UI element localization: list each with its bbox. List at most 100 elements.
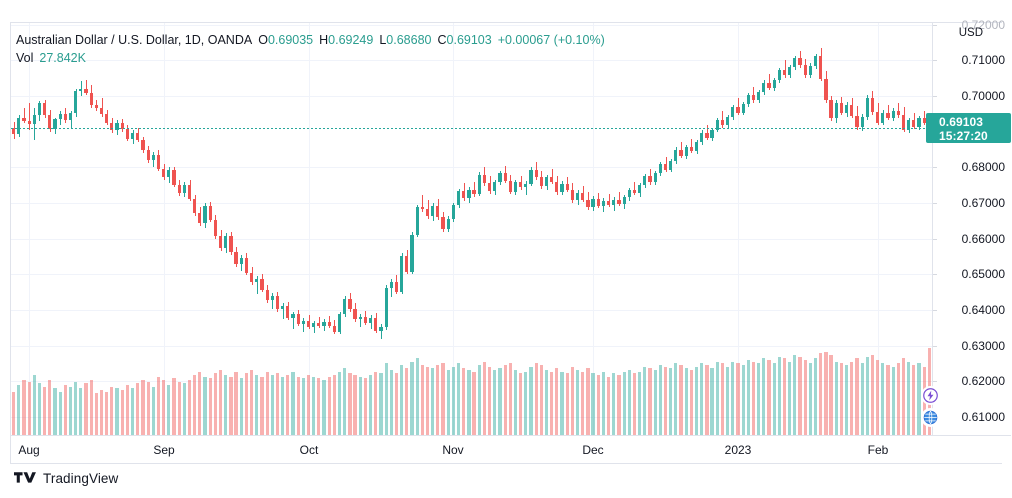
volume-bar bbox=[715, 361, 719, 435]
time-axis[interactable]: Aug Sep Oct Nov Dec 2023 Feb bbox=[11, 435, 1011, 463]
candle-body bbox=[37, 102, 42, 115]
price-axis[interactable]: USD 0.72000 0.71000 0.70000 0.68000 0.67000 0… bbox=[926, 18, 1011, 435]
grid-line-vertical bbox=[738, 23, 739, 435]
candle-body bbox=[120, 122, 124, 129]
volume-bar bbox=[239, 378, 243, 435]
candle-body bbox=[136, 132, 140, 141]
volume-bar bbox=[208, 378, 212, 435]
candle-wick bbox=[81, 81, 82, 97]
candle-body bbox=[917, 118, 921, 127]
candle-body bbox=[653, 173, 657, 183]
tradingview-mark-icon bbox=[14, 471, 36, 483]
candle-body bbox=[834, 103, 838, 119]
volume-bar bbox=[762, 358, 766, 435]
volume-bar bbox=[612, 373, 616, 435]
candle-body bbox=[870, 98, 875, 112]
candle-wick bbox=[283, 303, 284, 319]
candle-body bbox=[451, 205, 455, 219]
current-price-countdown: 15:27:20 bbox=[939, 129, 988, 144]
price-axis-tick bbox=[933, 345, 937, 347]
volume-bar bbox=[363, 378, 368, 435]
volume-bar bbox=[467, 369, 471, 435]
volume-bar bbox=[462, 368, 466, 435]
candle-body bbox=[726, 116, 730, 126]
volume-bar bbox=[394, 373, 399, 435]
volume-bar bbox=[193, 374, 197, 435]
candle-body bbox=[58, 113, 62, 119]
volume-bar bbox=[694, 366, 699, 435]
volume-bar bbox=[544, 369, 549, 435]
candle-body bbox=[524, 183, 528, 188]
volume-bar bbox=[772, 363, 776, 435]
globe-badge-icon[interactable] bbox=[921, 408, 940, 427]
candle-body bbox=[446, 218, 450, 229]
candle-body bbox=[891, 111, 895, 119]
chart-pane[interactable] bbox=[11, 23, 932, 435]
volume-bar bbox=[575, 369, 580, 435]
volume-bar bbox=[482, 361, 487, 435]
volume-bar bbox=[808, 363, 812, 435]
grid-line-horizontal bbox=[11, 345, 932, 347]
volume-bar bbox=[508, 363, 512, 435]
volume-bar bbox=[27, 381, 31, 435]
volume-bar bbox=[912, 364, 916, 435]
time-axis-label: Sep bbox=[153, 443, 175, 457]
candle-body bbox=[17, 118, 21, 135]
volume-bar bbox=[581, 371, 585, 435]
volume-bar bbox=[37, 383, 42, 435]
candle-body bbox=[808, 66, 812, 75]
volume-bar bbox=[224, 374, 228, 435]
volume-bar bbox=[700, 363, 704, 435]
volume-bar bbox=[172, 378, 176, 435]
candle-body bbox=[348, 298, 352, 310]
candle-body bbox=[306, 320, 311, 328]
candle-body bbox=[782, 69, 787, 76]
volume-bar bbox=[653, 369, 657, 435]
tradingview-wordmark: TradingView bbox=[43, 471, 119, 486]
volume-bar bbox=[110, 386, 114, 435]
volume-bar bbox=[94, 393, 98, 435]
volume-bar bbox=[379, 373, 383, 435]
candle-body bbox=[519, 182, 523, 188]
candle-wick bbox=[924, 111, 925, 126]
grid-line-vertical bbox=[453, 23, 454, 435]
volume-bar bbox=[368, 374, 373, 435]
volume-bar bbox=[187, 379, 192, 435]
candle-body bbox=[275, 295, 280, 310]
price-axis-tick bbox=[933, 24, 937, 26]
candle-body bbox=[291, 314, 295, 318]
volume-bar bbox=[249, 369, 254, 435]
volume-bar bbox=[446, 369, 450, 435]
volume-bar bbox=[477, 364, 481, 435]
candle-body bbox=[824, 79, 828, 101]
volume-bar bbox=[607, 376, 611, 435]
volume-bar bbox=[669, 368, 673, 435]
candle-body bbox=[586, 199, 590, 208]
candle-body bbox=[130, 132, 135, 139]
candle-wick bbox=[24, 108, 25, 123]
candle-body bbox=[322, 321, 326, 326]
price-axis-tick bbox=[933, 238, 937, 240]
candle-body bbox=[146, 150, 150, 161]
candle-body bbox=[757, 91, 761, 101]
candle-body bbox=[172, 170, 176, 185]
current-price-tag[interactable]: 0.69103 15:27:20 bbox=[926, 113, 1011, 144]
grid-line-vertical bbox=[593, 23, 594, 435]
candle-body bbox=[720, 119, 725, 126]
candle-body bbox=[151, 154, 155, 161]
volume-bar bbox=[115, 388, 119, 435]
candle-wick bbox=[303, 317, 304, 332]
candle-body bbox=[550, 177, 554, 182]
volume-bar bbox=[281, 376, 285, 435]
volume-bar bbox=[120, 389, 124, 435]
current-price-line bbox=[11, 128, 932, 130]
grid-line-vertical bbox=[29, 23, 30, 435]
volume-bar bbox=[415, 358, 419, 435]
tradingview-logo[interactable]: TradingView bbox=[14, 471, 118, 486]
candle-wick bbox=[619, 192, 620, 206]
candle-body bbox=[632, 190, 637, 194]
volume-bar bbox=[793, 354, 797, 435]
candle-body bbox=[741, 103, 745, 113]
candle-body bbox=[420, 207, 424, 209]
lightning-badge-icon[interactable] bbox=[921, 386, 940, 405]
